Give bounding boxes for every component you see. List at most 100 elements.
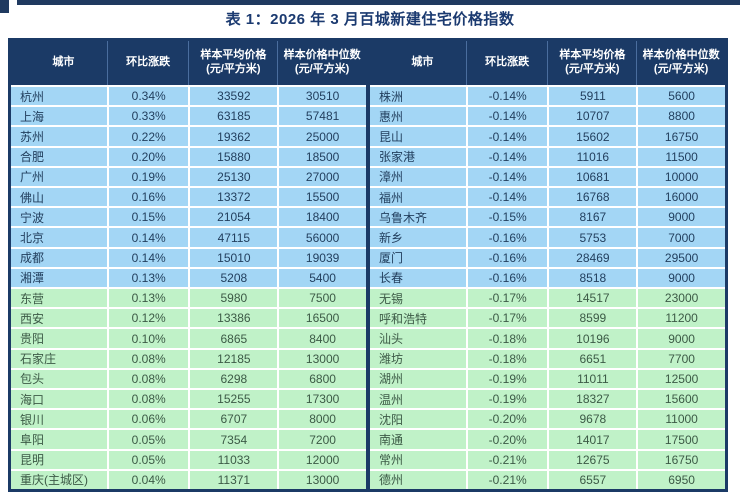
cell-city: 沈阳	[379, 412, 404, 427]
cell-change: 0.05%	[106, 450, 189, 469]
cell-change: 0.33%	[106, 107, 189, 126]
cell-city: 苏州	[20, 130, 45, 144]
table-row: 苏州 0.22% 19362 25000	[11, 125, 366, 146]
cell-change: -0.16%	[465, 268, 548, 288]
header-city-label: 城市	[411, 56, 434, 69]
header-avg-label: 样本平均价格	[200, 49, 267, 62]
header-city-label: 城市	[52, 56, 75, 69]
header-median-unit: (元/平方米)	[294, 63, 350, 75]
cell-city: 贵阳	[20, 332, 45, 347]
table-body-left: 杭州 0.34% 33592 30510 上海 0.33% 63185 57481 苏州 0.22…	[11, 85, 366, 490]
price-index-table: 城市 环比涨跌 样本平均价格 (元/平方米) 样本价格中位数 (元/平方米) 杭…	[8, 38, 728, 492]
cell-city: 西安	[20, 311, 45, 326]
page-title: 表 1：2026 年 3 月百城新建住宅价格指数	[225, 11, 515, 28]
cell-avg: 25130	[188, 167, 277, 187]
cell-change: 0.15%	[106, 208, 189, 227]
cell-median: 6950	[636, 470, 725, 490]
cell-avg: 16768	[547, 188, 636, 207]
cell-change: -0.18%	[465, 349, 548, 368]
cell-median: 16500	[277, 309, 366, 328]
cell-median: 10000	[636, 167, 725, 187]
cell-city: 温州	[379, 392, 404, 407]
cell-median: 17300	[277, 390, 366, 409]
cell-change: 0.08%	[106, 349, 189, 368]
table-row: 无锡 -0.17% 14517 23000	[370, 287, 725, 308]
cell-avg: 28469	[547, 248, 636, 267]
header-cell-city: 城市	[370, 41, 466, 85]
cell-change: -0.19%	[465, 390, 548, 409]
cell-median: 18500	[277, 147, 366, 166]
cell-median: 13000	[277, 349, 366, 368]
cell-median: 7500	[277, 289, 366, 308]
header-cell-avg-price: 样本平均价格 (元/平方米)	[188, 41, 277, 85]
cell-avg: 6865	[188, 329, 277, 348]
header-cell-city: 城市	[11, 41, 107, 85]
cell-avg: 5208	[188, 268, 277, 288]
cell-city: 湘潭	[20, 271, 45, 286]
cell-avg: 63185	[188, 107, 277, 126]
cell-change: -0.20%	[465, 430, 548, 449]
cell-change: 0.14%	[106, 228, 189, 247]
cell-change: -0.14%	[465, 147, 548, 166]
cell-change: -0.14%	[465, 87, 548, 106]
cell-city: 南通	[379, 433, 404, 448]
cell-avg: 18327	[547, 390, 636, 409]
cell-city: 佛山	[20, 190, 45, 205]
cell-median: 16750	[636, 450, 725, 469]
cell-city: 长春	[379, 271, 404, 286]
cell-change: 0.04%	[106, 470, 189, 490]
table-row: 阜阳 0.05% 7354 7200	[11, 428, 366, 449]
cell-avg: 47115	[188, 228, 277, 247]
cell-city: 常州	[379, 453, 404, 468]
cell-city: 上海	[20, 109, 45, 124]
cell-city: 株洲	[379, 89, 404, 104]
table-row: 张家港 -0.14% 11016 11500	[370, 145, 725, 166]
cell-change: -0.16%	[465, 248, 548, 267]
cell-change: -0.16%	[465, 228, 548, 247]
cell-city: 潍坊	[379, 352, 404, 367]
cell-avg: 5753	[547, 228, 636, 247]
table-row: 株洲 -0.14% 5911 5600	[370, 85, 725, 106]
table-row: 东营 0.13% 5980 7500	[11, 287, 366, 308]
cell-avg: 15255	[188, 390, 277, 409]
table-row: 广州 0.19% 25130 27000	[11, 165, 366, 187]
cell-change: 0.08%	[106, 390, 189, 409]
cell-city: 石家庄	[20, 352, 57, 367]
cell-change: 0.34%	[106, 87, 189, 106]
header-cell-median-price: 样本价格中位数 (元/平方米)	[277, 41, 366, 85]
cell-city: 福州	[379, 190, 404, 205]
cell-city: 海口	[20, 392, 45, 407]
cell-avg: 11371	[188, 470, 277, 490]
cell-median: 15500	[277, 188, 366, 207]
cell-median: 16000	[636, 188, 725, 207]
table-row: 昆山 -0.14% 15602 16750	[370, 125, 725, 146]
cell-change: -0.14%	[465, 107, 548, 126]
cell-city: 德州	[379, 473, 404, 488]
cell-city: 厦门	[379, 251, 404, 266]
cell-avg: 15010	[188, 248, 277, 267]
table-row: 宁波 0.15% 21054 18400	[11, 206, 366, 227]
cell-change: -0.14%	[465, 127, 548, 146]
cell-median: 56000	[277, 228, 366, 247]
cell-median: 5400	[277, 268, 366, 288]
cell-median: 11200	[636, 309, 725, 328]
cell-city: 北京	[20, 231, 45, 246]
cell-change: -0.18%	[465, 329, 548, 348]
header-avg-label: 样本平均价格	[559, 49, 626, 62]
cell-avg: 11016	[547, 147, 636, 166]
cell-avg: 8518	[547, 268, 636, 288]
cell-city: 漳州	[379, 170, 404, 185]
header-change-label: 环比涨跌	[485, 56, 530, 69]
cell-avg: 6651	[547, 349, 636, 368]
cell-avg: 10707	[547, 107, 636, 126]
cell-median: 23000	[636, 289, 725, 308]
cell-median: 11000	[636, 410, 725, 429]
table-row: 包头 0.08% 6298 6800	[11, 367, 366, 389]
table-row: 福州 -0.14% 16768 16000	[370, 186, 725, 207]
cell-city: 昆山	[379, 130, 404, 144]
cell-city: 昆明	[20, 453, 45, 468]
cell-median: 13000	[277, 470, 366, 490]
cell-median: 19039	[277, 248, 366, 267]
cell-avg: 21054	[188, 208, 277, 227]
cell-avg: 19362	[188, 127, 277, 146]
